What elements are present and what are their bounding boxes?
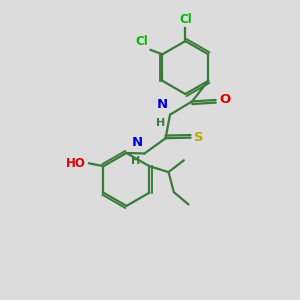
Text: H: H xyxy=(156,118,165,128)
Text: HO: HO xyxy=(66,157,86,170)
Text: N: N xyxy=(157,98,168,111)
Text: S: S xyxy=(194,131,204,144)
Text: Cl: Cl xyxy=(179,13,192,26)
Text: N: N xyxy=(131,136,142,149)
Text: H: H xyxy=(131,157,140,166)
Text: O: O xyxy=(220,93,231,106)
Text: Cl: Cl xyxy=(136,35,148,48)
